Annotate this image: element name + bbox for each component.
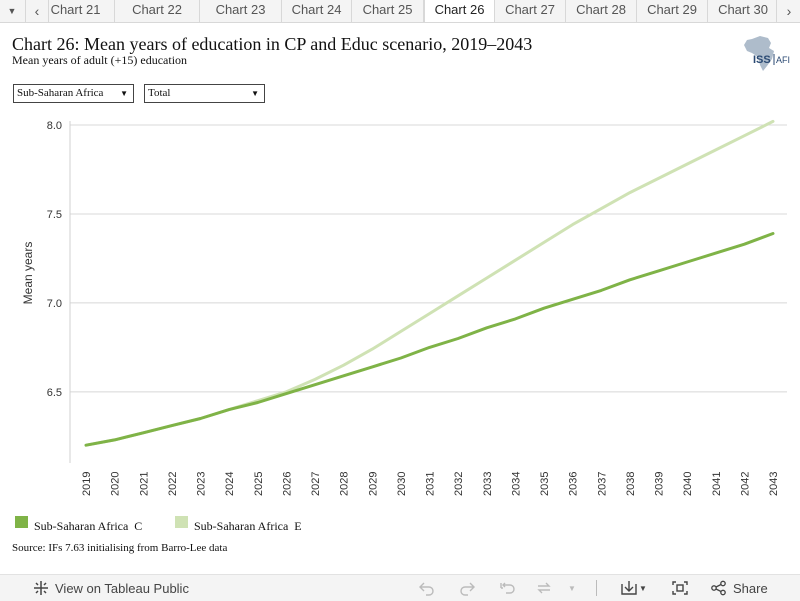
legend-swatch	[175, 516, 188, 528]
tab-chart-29[interactable]: Chart 29	[637, 0, 708, 22]
x-tick-label: 2021	[138, 472, 150, 496]
view-on-tableau-label: View on Tableau Public	[55, 580, 189, 596]
legend: Sub-Saharan Africa_C Sub-Saharan Africa_E	[0, 514, 800, 530]
series-line-cp[interactable]	[84, 232, 775, 447]
x-tick-label: 2040	[682, 472, 694, 496]
svg-text:AFI: AFI	[776, 55, 790, 65]
region-select-value: Sub-Saharan Africa	[17, 87, 104, 99]
legend-label: Sub-Saharan Africa_E	[194, 519, 302, 530]
redo-icon	[458, 579, 476, 597]
x-tick-label: 2042	[739, 472, 751, 496]
share-icon	[710, 579, 728, 597]
x-tick-label: 2039	[654, 472, 666, 496]
chevron-down-icon: ▼	[568, 583, 576, 593]
x-tick-label: 2036	[568, 472, 580, 496]
undo-icon	[418, 579, 436, 597]
x-tick-label: 2037	[596, 472, 608, 496]
tab-chart-25[interactable]: Chart 25	[352, 0, 424, 22]
y-axis-ticks: 6.5 7.0 7.5 8.0	[47, 120, 62, 399]
tab-chart-27[interactable]: Chart 27	[495, 0, 566, 22]
x-tick-label: 2043	[768, 472, 780, 496]
tableau-logo-icon	[32, 579, 50, 597]
tab-chart-21[interactable]: Chart 21	[47, 0, 115, 22]
x-tick-label: 2038	[625, 472, 637, 496]
legend-item[interactable]: Sub-Saharan Africa_C	[15, 514, 165, 530]
chevron-down-icon: ▼	[639, 583, 647, 593]
y-tick-label: 6.5	[47, 387, 62, 399]
tab-prev-chevron-icon[interactable]: ‹	[25, 0, 49, 22]
chart-title: Chart 26: Mean years of education in CP …	[12, 34, 533, 54]
measure-select-value: Total	[148, 87, 171, 99]
revert-icon	[498, 579, 516, 597]
x-tick-label: 2033	[482, 472, 494, 496]
x-axis-ticks: 2019 2020 2021 2022 2023 2024 2025 2026 2027 2028…	[81, 472, 780, 496]
x-tick-label: 2041	[711, 472, 723, 496]
iss-africa-logo: ISS AFI	[744, 36, 790, 71]
y-tick-label: 7.0	[47, 298, 62, 310]
x-tick-label: 2034	[510, 472, 522, 496]
download-button[interactable]: ▼	[620, 575, 648, 601]
x-tick-label: 2022	[167, 472, 179, 496]
redo-button[interactable]	[458, 575, 476, 601]
toolbar-divider	[596, 580, 597, 596]
y-axis-label: Mean years	[21, 242, 35, 305]
x-tick-label: 2024	[224, 472, 236, 496]
tab-strip: ▼ ‹ Chart 21 Chart 22 Chart 23 Chart 24 Char…	[0, 0, 800, 23]
share-button[interactable]: Share	[710, 575, 768, 601]
legend-label: Sub-Saharan Africa_C	[34, 519, 143, 530]
tab-next-chevron-icon[interactable]: ›	[776, 0, 800, 22]
y-tick-label: 7.5	[47, 209, 62, 221]
tab-chart-23[interactable]: Chart 23	[200, 0, 282, 22]
chart-subtitle: Mean years of adult (+15) education	[12, 53, 188, 67]
x-tick-label: 2027	[310, 472, 322, 496]
x-tick-label: 2030	[396, 472, 408, 496]
x-tick-label: 2031	[425, 472, 437, 496]
tab-chart-30[interactable]: Chart 30	[708, 0, 776, 22]
tab-menu-caret-icon[interactable]: ▼	[7, 6, 17, 16]
revert-button[interactable]	[498, 575, 516, 601]
tab-list: Chart 21 Chart 22 Chart 23 Chart 24 Chart 25…	[47, 0, 776, 22]
x-tick-label: 2029	[367, 472, 379, 496]
series-lines	[84, 119, 775, 447]
refresh-button[interactable]	[535, 575, 553, 601]
dropdown-arrow-icon: ▼	[120, 89, 128, 98]
series-line-educ[interactable]	[84, 119, 775, 447]
tab-chart-22[interactable]: Chart 22	[115, 0, 200, 22]
tab-chart-24[interactable]: Chart 24	[282, 0, 352, 22]
fullscreen-icon	[671, 579, 689, 597]
x-tick-label: 2020	[110, 472, 122, 496]
x-tick-label: 2023	[196, 472, 208, 496]
x-tick-label: 2032	[453, 472, 465, 496]
legend-item[interactable]: Sub-Saharan Africa_E	[175, 514, 325, 530]
tab-chart-28[interactable]: Chart 28	[566, 0, 637, 22]
x-tick-label: 2028	[339, 472, 351, 496]
x-tick-label: 2019	[81, 472, 93, 496]
refresh-icon	[535, 579, 553, 597]
dropdown-arrow-icon: ▼	[251, 89, 259, 98]
fullscreen-button[interactable]	[671, 575, 689, 601]
undo-button[interactable]	[418, 575, 436, 601]
y-tick-label: 8.0	[47, 120, 62, 132]
x-tick-label: 2035	[539, 472, 551, 496]
line-chart: 6.5 7.0 7.5 8.0 Mean years 2019 2020 2021 2022…	[21, 119, 787, 496]
share-label: Share	[733, 580, 768, 596]
x-tick-label: 2026	[281, 472, 293, 496]
tab-chart-26[interactable]: Chart 26	[424, 0, 495, 22]
source-note: Source: IFs 7.63 initialising from Barro…	[12, 542, 228, 554]
svg-text:ISS: ISS	[753, 54, 771, 66]
region-select[interactable]: Sub-Saharan Africa ▼	[13, 84, 134, 103]
download-icon	[620, 579, 638, 597]
refresh-dropdown-button[interactable]: ▼	[563, 575, 581, 601]
gridlines	[69, 121, 787, 463]
measure-select[interactable]: Total ▼	[144, 84, 265, 103]
bottom-toolbar: View on Tableau Public ▼ ▼ Share	[0, 574, 800, 601]
view-on-tableau-link[interactable]: View on Tableau Public	[32, 575, 189, 601]
x-tick-label: 2025	[253, 472, 265, 496]
legend-swatch	[15, 516, 28, 528]
